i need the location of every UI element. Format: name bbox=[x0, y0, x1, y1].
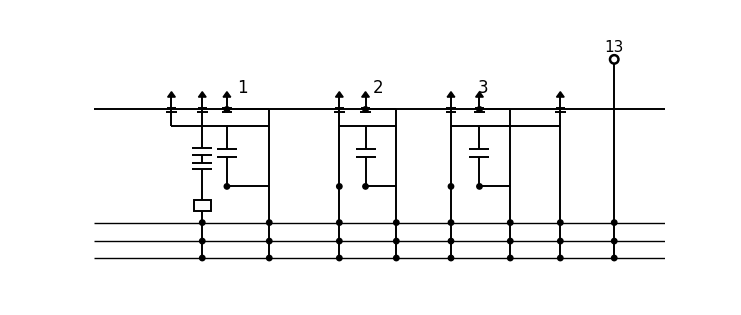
Circle shape bbox=[508, 220, 513, 225]
Text: 3: 3 bbox=[478, 79, 488, 97]
Circle shape bbox=[393, 255, 399, 261]
Circle shape bbox=[508, 255, 513, 261]
Polygon shape bbox=[447, 92, 455, 97]
Circle shape bbox=[336, 184, 342, 189]
Circle shape bbox=[448, 220, 453, 225]
Text: 2: 2 bbox=[373, 79, 383, 97]
Circle shape bbox=[336, 238, 342, 244]
Circle shape bbox=[336, 255, 342, 261]
Circle shape bbox=[558, 255, 563, 261]
Polygon shape bbox=[167, 92, 176, 97]
Circle shape bbox=[363, 184, 368, 189]
Circle shape bbox=[448, 184, 453, 189]
Polygon shape bbox=[556, 92, 564, 97]
Circle shape bbox=[508, 238, 513, 244]
Polygon shape bbox=[476, 92, 483, 97]
Circle shape bbox=[393, 238, 399, 244]
Circle shape bbox=[611, 220, 617, 225]
Circle shape bbox=[476, 184, 482, 189]
Circle shape bbox=[611, 238, 617, 244]
Circle shape bbox=[199, 220, 205, 225]
Circle shape bbox=[225, 184, 230, 189]
Polygon shape bbox=[362, 92, 369, 97]
Circle shape bbox=[336, 220, 342, 225]
Circle shape bbox=[611, 255, 617, 261]
Circle shape bbox=[267, 220, 272, 225]
Circle shape bbox=[558, 238, 563, 244]
Circle shape bbox=[363, 107, 368, 112]
Circle shape bbox=[199, 255, 205, 261]
Circle shape bbox=[558, 220, 563, 225]
Circle shape bbox=[476, 107, 482, 112]
Polygon shape bbox=[336, 92, 343, 97]
Circle shape bbox=[267, 238, 272, 244]
Polygon shape bbox=[223, 92, 230, 97]
Circle shape bbox=[225, 107, 230, 112]
Text: 1: 1 bbox=[237, 79, 247, 97]
Bar bbox=[194, 200, 210, 211]
Circle shape bbox=[199, 238, 205, 244]
Circle shape bbox=[448, 238, 453, 244]
Circle shape bbox=[393, 220, 399, 225]
Polygon shape bbox=[199, 92, 206, 97]
Text: 13: 13 bbox=[605, 40, 624, 55]
Circle shape bbox=[448, 255, 453, 261]
Circle shape bbox=[267, 255, 272, 261]
